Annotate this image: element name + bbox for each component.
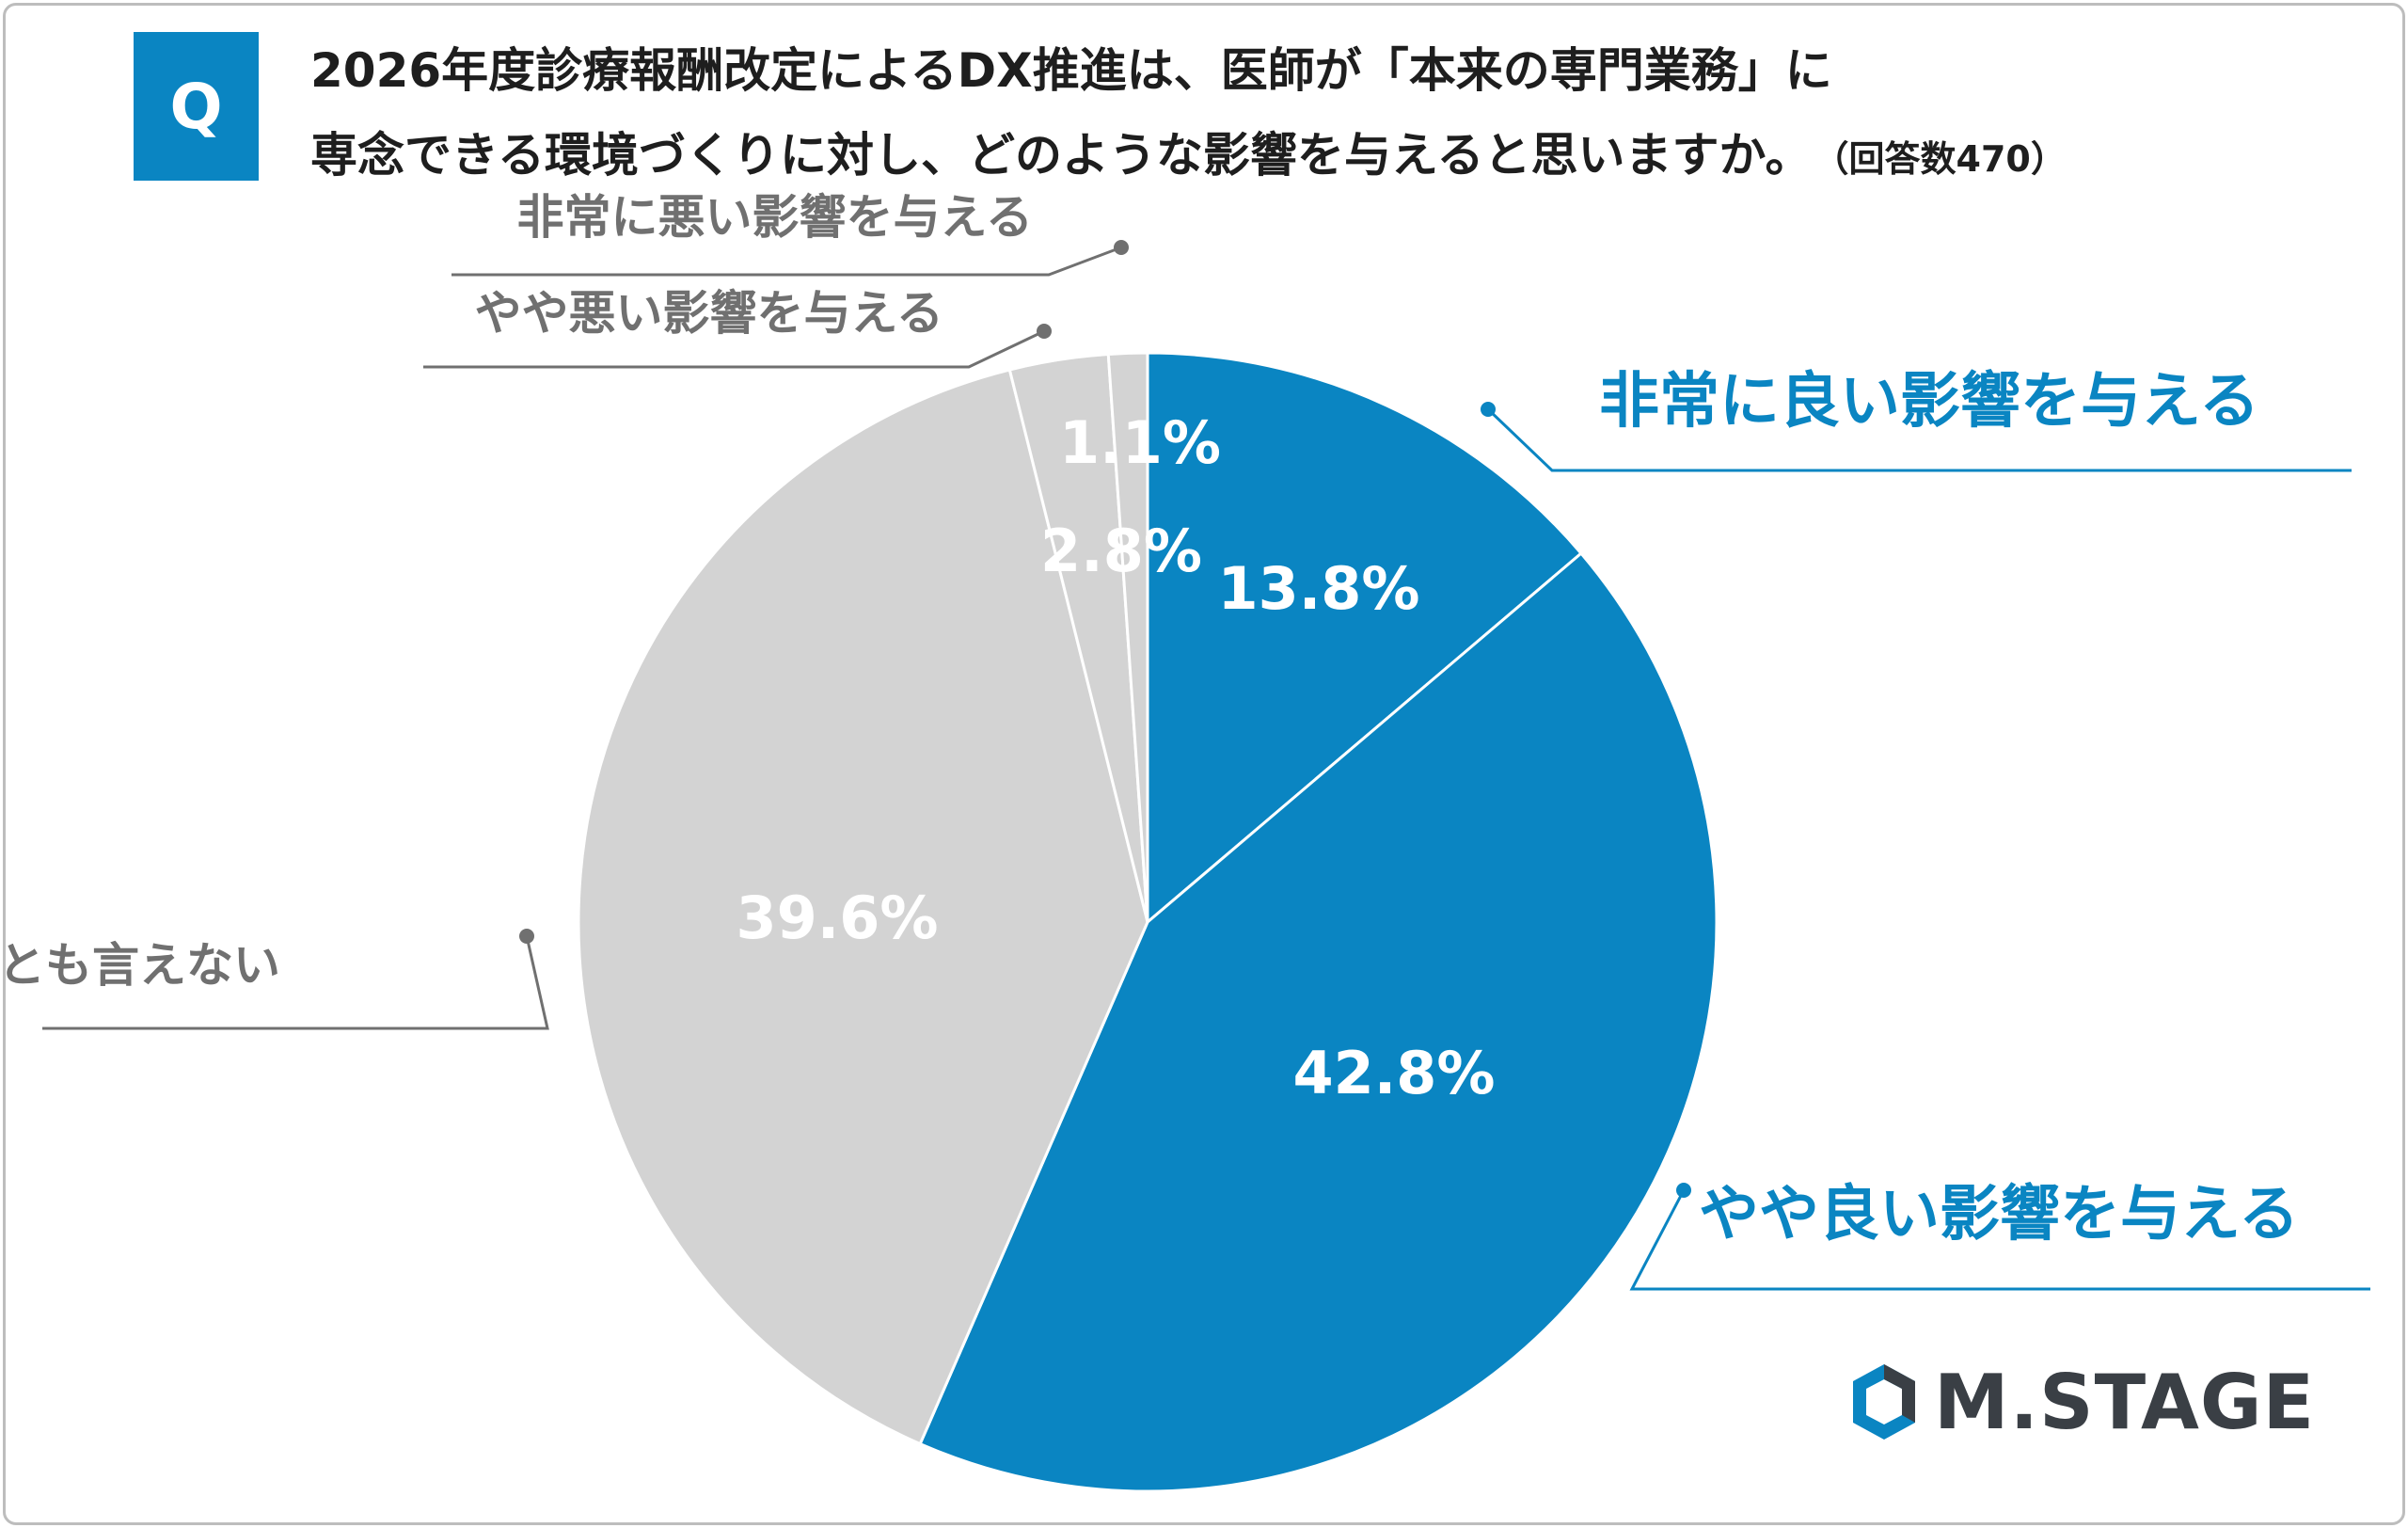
- slice-category-label: やや悪い影響を与える: [475, 286, 944, 341]
- leader-dot: [1037, 324, 1052, 339]
- brand-logo: M.STAGE: [1851, 1355, 2315, 1449]
- logo-mark-icon: [1853, 1364, 1915, 1440]
- question-badge: Q: [134, 32, 259, 181]
- slice-percent-label: 2.8%: [1040, 517, 1202, 585]
- leader-line: [42, 935, 549, 1030]
- pie-slice-1: [1146, 351, 1584, 926]
- leader-line: [423, 329, 1045, 369]
- question-title-line2: 専念できる環境づくりに対し、どのような影響を与えると思いますか。: [310, 128, 1813, 183]
- slice-category-label: 非常に悪い影響を与える: [517, 190, 1034, 245]
- slice-percent-label: 39.6%: [736, 883, 938, 952]
- leader-line: [1629, 1189, 2370, 1291]
- pie-slice-3: [577, 368, 1149, 1446]
- response-count: （回答数470）: [1830, 138, 2067, 180]
- slice-category-label: 非常に良い影響を与える: [1599, 367, 2259, 437]
- slice-percent-label: 42.8%: [1292, 1039, 1495, 1107]
- leader-dot: [519, 929, 534, 944]
- question-title: 2026年度診療報酬改定によるDX推進は、医師が「本来の専門業務」に 専念できる…: [310, 28, 2333, 201]
- slice-percent-label: 13.8%: [1217, 554, 1419, 623]
- logo-text: M.STAGE: [1934, 1358, 2316, 1446]
- leader-dot: [1676, 1183, 1691, 1198]
- slice-percent-label: 1.1%: [1059, 408, 1221, 477]
- pie-slice-2: [918, 551, 1719, 1493]
- pie-slice-5: [1106, 351, 1149, 923]
- leader-line: [452, 246, 1122, 277]
- leader-line: [1486, 407, 2352, 472]
- slice-category-label: やや良い影響を与える: [1699, 1180, 2299, 1249]
- leader-dot: [1114, 240, 1129, 255]
- leader-dot: [1481, 402, 1496, 417]
- question-title-line1: 2026年度診療報酬改定によるDX推進は、医師が「本来の専門業務」に: [310, 43, 1832, 98]
- slice-category-label: どちらとも言えない: [0, 938, 280, 993]
